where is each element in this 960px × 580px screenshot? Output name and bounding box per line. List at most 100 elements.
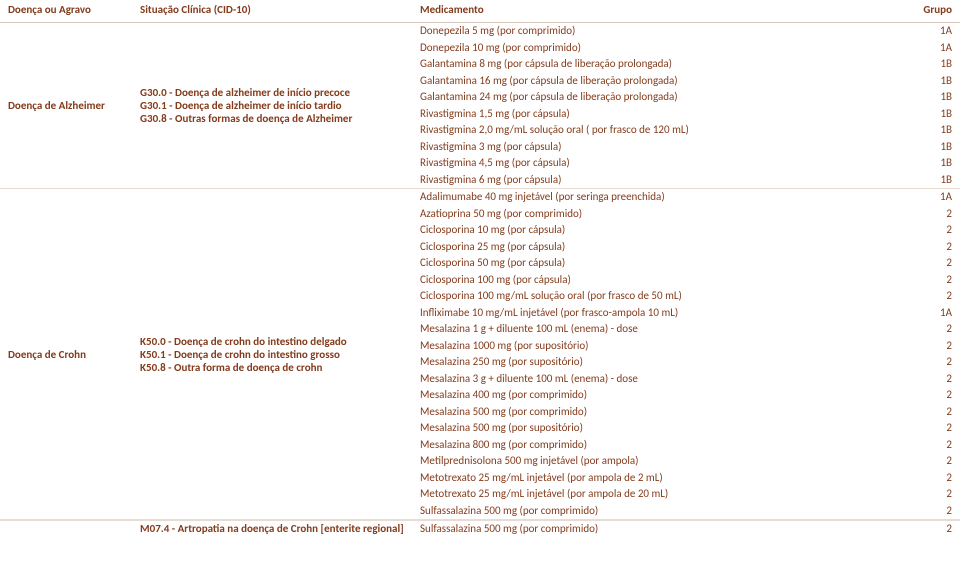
med-name: Ciclosporina 50 mg (por cápsula)	[420, 255, 916, 272]
med-grupo: 2	[916, 437, 960, 454]
med-grupo: 2	[916, 453, 960, 470]
med-row: Metilprednisolona 500 mg injetável (por …	[420, 453, 960, 470]
med-name: Rivastigmina 3 mg (por cápsula)	[420, 139, 916, 156]
header-doenca: Doença ou Agravo	[0, 3, 140, 16]
cid-line: G30.0 - Doença de alzheimer de início pr…	[140, 86, 420, 99]
med-row: Ciclosporina 100 mg (por cápsula)2	[420, 272, 960, 289]
cid-line: K50.1 - Doença de crohn do intestino gro…	[140, 348, 420, 361]
med-row: Mesalazina 1 g + diluente 100 mL (enema)…	[420, 321, 960, 338]
med-name: Galantamina 24 mg (por cápsula de libera…	[420, 89, 916, 106]
med-name: Ciclosporina 25 mg (por cápsula)	[420, 239, 916, 256]
med-name: Sulfassalazina 500 mg (por comprimido)	[420, 503, 916, 520]
extra-row: M07.4 - Artropatia na doença de Crohn [e…	[0, 520, 960, 538]
med-row: Ciclosporina 100 mg/mL solução oral (por…	[420, 288, 960, 305]
med-name: Rivastigmina 1,5 mg (por cápsula)	[420, 106, 916, 123]
med-row: Rivastigmina 3 mg (por cápsula)1B	[420, 139, 960, 156]
med-row: Metotrexato 25 mg/mL injetável (por ampo…	[420, 470, 960, 487]
med-grupo: 2	[916, 239, 960, 256]
med-row: Rivastigmina 1,5 mg (por cápsula)1B	[420, 106, 960, 123]
med-grupo: 1A	[916, 189, 960, 206]
extra-cid: M07.4 - Artropatia na doença de Crohn [e…	[140, 521, 420, 538]
meds-cell: Donepezila 5 mg (por comprimido)1ADonepe…	[420, 23, 960, 188]
med-grupo: 1A	[916, 23, 960, 40]
med-name: Mesalazina 3 g + diluente 100 mL (enema)…	[420, 371, 916, 388]
med-row: Ciclosporina 10 mg (por cápsula)2	[420, 222, 960, 239]
meds-cell: Adalimumabe 40 mg injetável (por seringa…	[420, 189, 960, 519]
med-row: Donepezila 10 mg (por comprimido)1A	[420, 40, 960, 57]
med-name: Adalimumabe 40 mg injetável (por seringa…	[420, 189, 916, 206]
med-name: Azatioprina 50 mg (por comprimido)	[420, 206, 916, 223]
med-name: Mesalazina 1000 mg (por supositório)	[420, 338, 916, 355]
med-name: Sulfassalazina 500 mg (por comprimido)	[420, 521, 916, 538]
med-name: Donepezila 10 mg (por comprimido)	[420, 40, 916, 57]
doenca-cell: Doença de Crohn	[0, 189, 140, 519]
med-grupo: 1B	[916, 122, 960, 139]
med-grupo: 1B	[916, 172, 960, 189]
med-row: Galantamina 8 mg (por cápsula de liberaç…	[420, 56, 960, 73]
med-row: Donepezila 5 mg (por comprimido)1A	[420, 23, 960, 40]
med-name: Donepezila 5 mg (por comprimido)	[420, 23, 916, 40]
header-cid: Situação Clínica (CID-10)	[140, 3, 420, 16]
med-row: Mesalazina 500 mg (por comprimido)2	[420, 404, 960, 421]
med-name: Infliximabe 10 mg/mL injetável (por fras…	[420, 305, 916, 322]
med-row: Sulfassalazina 500 mg (por comprimido)2	[420, 503, 960, 520]
med-grupo: 2	[916, 470, 960, 487]
med-row: Mesalazina 500 mg (por supositório)2	[420, 420, 960, 437]
table-body: Doença de AlzheimerG30.0 - Doença de alz…	[0, 23, 960, 520]
med-grupo: 2	[916, 206, 960, 223]
cid-line: K50.8 - Outra forma de doença de crohn	[140, 361, 420, 374]
med-row: Infliximabe 10 mg/mL injetável (por fras…	[420, 305, 960, 322]
doenca-cell: Doença de Alzheimer	[0, 23, 140, 188]
med-grupo: 2	[916, 222, 960, 239]
med-row: Mesalazina 3 g + diluente 100 mL (enema)…	[420, 371, 960, 388]
cid-cell: K50.0 - Doença de crohn do intestino del…	[140, 189, 420, 519]
med-grupo: 2	[916, 486, 960, 503]
med-name: Metilprednisolona 500 mg injetável (por …	[420, 453, 916, 470]
extra-doenca	[0, 521, 140, 538]
med-name: Mesalazina 400 mg (por comprimido)	[420, 387, 916, 404]
med-name: Mesalazina 500 mg (por comprimido)	[420, 404, 916, 421]
med-grupo: 1B	[916, 106, 960, 123]
med-grupo: 2	[916, 521, 960, 538]
med-grupo: 2	[916, 371, 960, 388]
med-grupo: 1B	[916, 139, 960, 156]
med-row: Adalimumabe 40 mg injetável (por seringa…	[420, 189, 960, 206]
med-grupo: 2	[916, 503, 960, 520]
med-row: Galantamina 24 mg (por cápsula de libera…	[420, 89, 960, 106]
med-row: Mesalazina 800 mg (por comprimido)2	[420, 437, 960, 454]
med-grupo: 2	[916, 354, 960, 371]
med-row: Metotrexato 25 mg/mL injetável (por ampo…	[420, 486, 960, 503]
med-row: Azatioprina 50 mg (por comprimido)2	[420, 206, 960, 223]
header-med: Medicamento	[420, 3, 916, 16]
med-name: Galantamina 8 mg (por cápsula de liberaç…	[420, 56, 916, 73]
med-row: Sulfassalazina 500 mg (por comprimido) 2	[420, 521, 960, 538]
med-row: Ciclosporina 50 mg (por cápsula)2	[420, 255, 960, 272]
med-row: Mesalazina 1000 mg (por supositório)2	[420, 338, 960, 355]
med-grupo: 1A	[916, 40, 960, 57]
table-section: Doença de CrohnK50.0 - Doença de crohn d…	[0, 189, 960, 520]
med-name: Galantamina 16 mg (por cápsula de libera…	[420, 73, 916, 90]
header-grupo: Grupo	[916, 3, 960, 16]
med-name: Metotrexato 25 mg/mL injetável (por ampo…	[420, 470, 916, 487]
table-section: Doença de AlzheimerG30.0 - Doença de alz…	[0, 23, 960, 189]
med-name: Ciclosporina 100 mg/mL solução oral (por…	[420, 288, 916, 305]
med-name: Ciclosporina 10 mg (por cápsula)	[420, 222, 916, 239]
med-grupo: 1B	[916, 56, 960, 73]
med-grupo: 2	[916, 338, 960, 355]
med-grupo: 2	[916, 272, 960, 289]
med-row: Rivastigmina 6 mg (por cápsula)1B	[420, 172, 960, 189]
med-row: Rivastigmina 2,0 mg/mL solução oral ( po…	[420, 122, 960, 139]
med-name: Mesalazina 250 mg (por supositório)	[420, 354, 916, 371]
table-header: Doença ou Agravo Situação Clínica (CID-1…	[0, 0, 960, 23]
med-grupo: 2	[916, 288, 960, 305]
med-row: Galantamina 16 mg (por cápsula de libera…	[420, 73, 960, 90]
med-grupo: 2	[916, 420, 960, 437]
med-grupo: 1A	[916, 305, 960, 322]
med-name: Mesalazina 500 mg (por supositório)	[420, 420, 916, 437]
cid-line: G30.8 - Outras formas de doença de Alzhe…	[140, 112, 420, 125]
med-name: Mesalazina 800 mg (por comprimido)	[420, 437, 916, 454]
med-row: Mesalazina 250 mg (por supositório)2	[420, 354, 960, 371]
med-name: Metotrexato 25 mg/mL injetável (por ampo…	[420, 486, 916, 503]
med-row: Ciclosporina 25 mg (por cápsula)2	[420, 239, 960, 256]
med-grupo: 2	[916, 321, 960, 338]
